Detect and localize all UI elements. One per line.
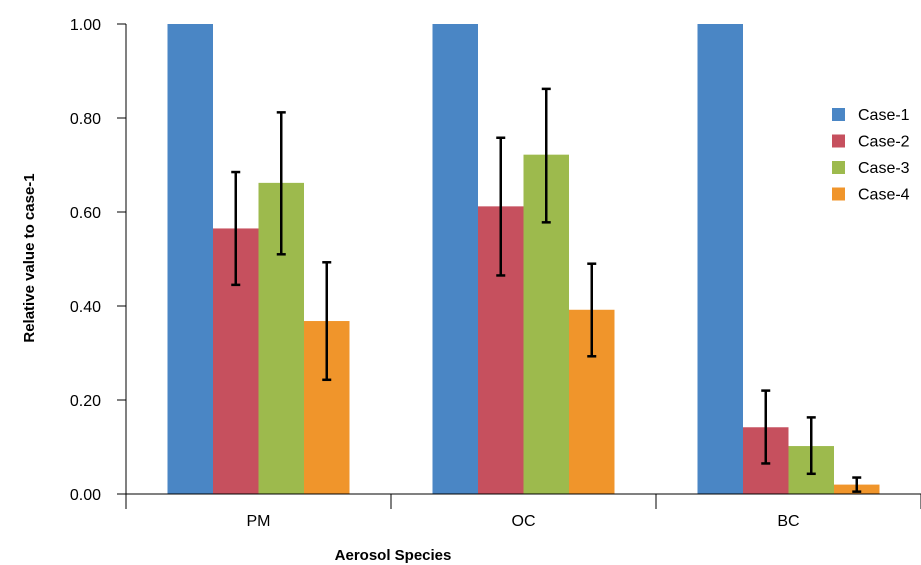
x-tick-label: OC [512,513,536,530]
legend-label: Case-4 [858,187,910,204]
y-axis-title: Relative value to case-1 [21,173,38,342]
bar-case-1-oc [432,24,478,494]
legend-label: Case-1 [858,107,910,124]
legend-label: Case-2 [858,134,910,151]
plot-area [167,24,880,495]
y-tick-label: 0.00 [70,487,101,504]
legend-swatch-case-2 [832,134,845,148]
y-tick-label: 1.00 [70,17,101,34]
legend-swatch-case-3 [832,161,845,174]
y-tick-label: 0.80 [70,111,101,128]
x-tick-label: BC [777,513,799,530]
y-axis: 0.00 0.20 0.40 0.60 0.80 1.00 [70,17,127,504]
legend: Case-1 Case-2 Case-3 Case-4 [832,107,910,204]
legend-swatch-case-4 [832,187,845,201]
y-tick-label: 0.40 [70,299,101,316]
legend-swatch-case-1 [832,108,845,121]
y-tick-label: 0.60 [70,205,101,222]
legend-label: Case-3 [858,160,910,177]
y-tick-label: 0.20 [70,393,101,410]
bar-case-1-pm [167,24,213,494]
x-axis: PM OC BC [125,493,921,530]
x-axis-title: Aerosol Species [335,547,452,564]
x-tick-label: PM [247,513,271,530]
bar-case-1-bc [697,24,743,494]
